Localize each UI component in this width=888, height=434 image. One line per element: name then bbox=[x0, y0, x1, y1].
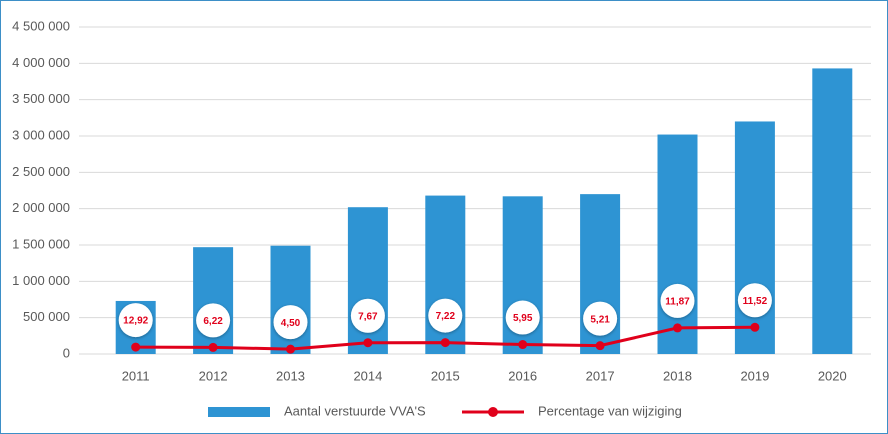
bar bbox=[657, 134, 698, 354]
line-point bbox=[131, 342, 141, 352]
line-point bbox=[286, 344, 295, 354]
x-tick-label: 2017 bbox=[586, 368, 615, 383]
data-label: 7,22 bbox=[436, 311, 456, 322]
line-point bbox=[750, 322, 760, 332]
y-tick-label: 1 000 000 bbox=[12, 273, 70, 288]
line-point bbox=[363, 338, 373, 348]
y-tick-label: 500 000 bbox=[23, 309, 70, 324]
x-tick-label: 2019 bbox=[740, 368, 769, 383]
label-bubble bbox=[505, 300, 540, 335]
bar bbox=[193, 247, 234, 354]
x-tick-label: 2014 bbox=[353, 368, 382, 383]
x-tick-label: 2012 bbox=[199, 368, 228, 383]
y-tick-label: 1 500 000 bbox=[12, 236, 70, 251]
label-bubble bbox=[196, 303, 231, 338]
y-tick-label: 2 000 000 bbox=[12, 200, 70, 215]
data-label: 7,67 bbox=[358, 311, 378, 322]
label-bubble bbox=[273, 305, 308, 340]
label-bubble bbox=[583, 301, 618, 336]
data-label: 5,95 bbox=[513, 313, 533, 324]
bar bbox=[734, 121, 775, 354]
bar bbox=[812, 68, 853, 355]
label-bubble bbox=[428, 298, 463, 333]
x-tick-label: 2016 bbox=[508, 368, 537, 383]
data-label: 11,52 bbox=[743, 296, 768, 307]
y-tick-label: 3 500 000 bbox=[12, 91, 70, 106]
x-tick-label: 2020 bbox=[818, 368, 847, 383]
y-tick-label: 4 500 000 bbox=[12, 18, 70, 33]
x-tick-label: 2011 bbox=[122, 368, 150, 383]
line-point bbox=[673, 323, 682, 333]
x-tick-label: 2013 bbox=[276, 368, 305, 383]
line-point bbox=[518, 340, 528, 350]
line-point bbox=[208, 342, 218, 352]
x-tick-label: 2015 bbox=[431, 368, 460, 383]
label-bubble bbox=[350, 298, 385, 333]
y-tick-label: 4 000 000 bbox=[12, 55, 70, 70]
legend-label: Aantal verstuurde VVA'S bbox=[284, 403, 426, 418]
legend-swatch bbox=[488, 407, 498, 417]
line-point bbox=[440, 338, 450, 348]
label-bubble bbox=[118, 303, 153, 338]
line-point bbox=[595, 341, 605, 351]
data-label: 12,92 bbox=[123, 316, 148, 327]
label-bubble bbox=[737, 283, 772, 318]
data-label: 5,21 bbox=[590, 314, 610, 325]
label-bubble bbox=[660, 283, 695, 318]
y-tick-label: 2 500 000 bbox=[12, 164, 70, 179]
data-label: 11,87 bbox=[665, 297, 690, 308]
x-tick-label: 2018 bbox=[663, 368, 692, 383]
legend-swatch bbox=[208, 407, 270, 417]
y-tick-label: 0 bbox=[63, 345, 70, 360]
data-label: 4,50 bbox=[281, 318, 301, 329]
legend-label: Percentage van wijziging bbox=[538, 403, 682, 418]
y-tick-label: 3 000 000 bbox=[12, 127, 70, 142]
data-label: 6,22 bbox=[203, 316, 223, 327]
